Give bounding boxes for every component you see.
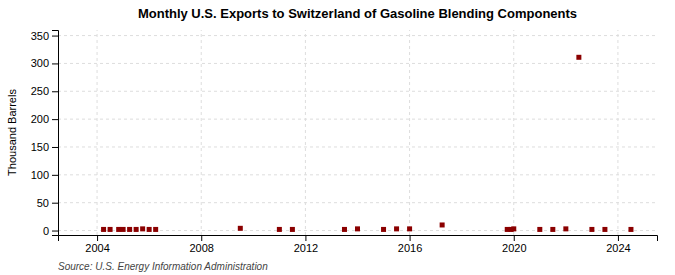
x-tick: 2016 xyxy=(398,235,422,254)
y-tick: 350 xyxy=(31,30,58,42)
point xyxy=(355,226,360,231)
x-grid-line xyxy=(201,30,202,235)
point xyxy=(134,227,139,232)
y-tick: 150 xyxy=(31,141,58,153)
y-axis: 0 50 100 150 200 250 300 350 xyxy=(31,30,59,237)
point xyxy=(116,227,121,232)
y-tick-mark xyxy=(52,203,58,204)
x-tick-mark xyxy=(514,235,515,241)
y-tick-mark xyxy=(52,36,58,37)
point xyxy=(127,227,132,232)
chart: 2004 2008 2012 2016 2020 2024 0 50 100 150 200 250 3… xyxy=(0,0,675,275)
y-grid-line xyxy=(58,202,657,203)
y-tick: 100 xyxy=(31,169,58,181)
y-tick: 50 xyxy=(37,197,58,209)
point xyxy=(537,227,542,232)
point xyxy=(290,227,295,232)
y-tick-mark xyxy=(52,119,58,120)
x-tick: 2020 xyxy=(502,235,526,254)
point xyxy=(576,55,581,60)
x-grid-line xyxy=(617,30,618,235)
y-tick-mark xyxy=(52,91,58,92)
point xyxy=(147,227,152,232)
y-tick-label: 350 xyxy=(31,30,49,42)
x-tick-mark xyxy=(201,235,202,241)
x-tick-label: 2004 xyxy=(85,242,109,254)
y-tick: 300 xyxy=(31,57,58,69)
x-axis: 2004 2008 2012 2016 2020 2024 xyxy=(59,235,658,254)
point xyxy=(121,227,126,232)
x-grid-line xyxy=(409,30,410,235)
x-tick-mark xyxy=(305,235,306,241)
y-grid-line xyxy=(58,146,657,147)
y-tick-label: 50 xyxy=(37,197,49,209)
x-tick-label: 2020 xyxy=(502,242,526,254)
y-tick-label: 0 xyxy=(43,225,49,237)
point xyxy=(381,227,386,232)
y-grid-line xyxy=(58,63,657,64)
point xyxy=(153,227,158,232)
grid xyxy=(58,30,657,235)
y-tick-mark xyxy=(52,175,58,176)
x-tick-label: 2016 xyxy=(398,242,422,254)
point xyxy=(277,227,282,232)
x-tick-label: 2024 xyxy=(606,242,630,254)
x-axis-line xyxy=(59,236,658,242)
point xyxy=(440,222,445,227)
x-tick: 2008 xyxy=(189,235,213,254)
point xyxy=(589,227,594,232)
point xyxy=(238,226,243,231)
y-tick-label: 300 xyxy=(31,57,49,69)
y-grid-line xyxy=(58,35,657,36)
y-tick-mark xyxy=(52,231,58,232)
point xyxy=(602,227,607,232)
point xyxy=(101,227,106,232)
y-tick: 250 xyxy=(31,85,58,97)
x-grid-line xyxy=(305,30,306,235)
point xyxy=(407,226,412,231)
point xyxy=(511,226,516,231)
y-tick-label: 100 xyxy=(31,169,49,181)
y-tick-mark xyxy=(52,63,58,64)
y-tick-mark xyxy=(52,147,58,148)
x-tick-label: 2008 xyxy=(189,242,213,254)
y-tick: 0 xyxy=(43,225,58,237)
y-tick: 200 xyxy=(31,113,58,125)
annotation: Source: U.S. Energy Information Administ… xyxy=(58,261,268,272)
point xyxy=(108,227,113,232)
x-tick: 2012 xyxy=(294,235,318,254)
y-tick-label: 250 xyxy=(31,85,49,97)
point xyxy=(550,227,555,232)
title: Monthly U.S. Exports to Switzerland of G… xyxy=(138,6,577,21)
y-grid-line xyxy=(58,174,657,175)
x-tick-mark xyxy=(618,235,619,241)
x-grid-line xyxy=(97,30,98,235)
point xyxy=(140,226,145,231)
x-tick-mark xyxy=(97,235,98,241)
y-axis-line xyxy=(52,31,59,236)
point xyxy=(563,226,568,231)
x-tick: 2024 xyxy=(606,235,630,254)
point xyxy=(394,226,399,231)
point xyxy=(628,227,633,232)
y-tick-label: 200 xyxy=(31,113,49,125)
x-grid-line xyxy=(513,30,514,235)
x-tick-label: 2012 xyxy=(294,242,318,254)
x-tick-mark xyxy=(410,235,411,241)
y-axis-title: Thousand Barrels xyxy=(6,89,18,176)
point xyxy=(342,227,347,232)
points xyxy=(101,55,633,232)
x-tick: 2004 xyxy=(85,235,109,254)
y-tick-label: 150 xyxy=(31,141,49,153)
y-grid-line xyxy=(58,91,657,92)
y-grid-line xyxy=(58,119,657,120)
